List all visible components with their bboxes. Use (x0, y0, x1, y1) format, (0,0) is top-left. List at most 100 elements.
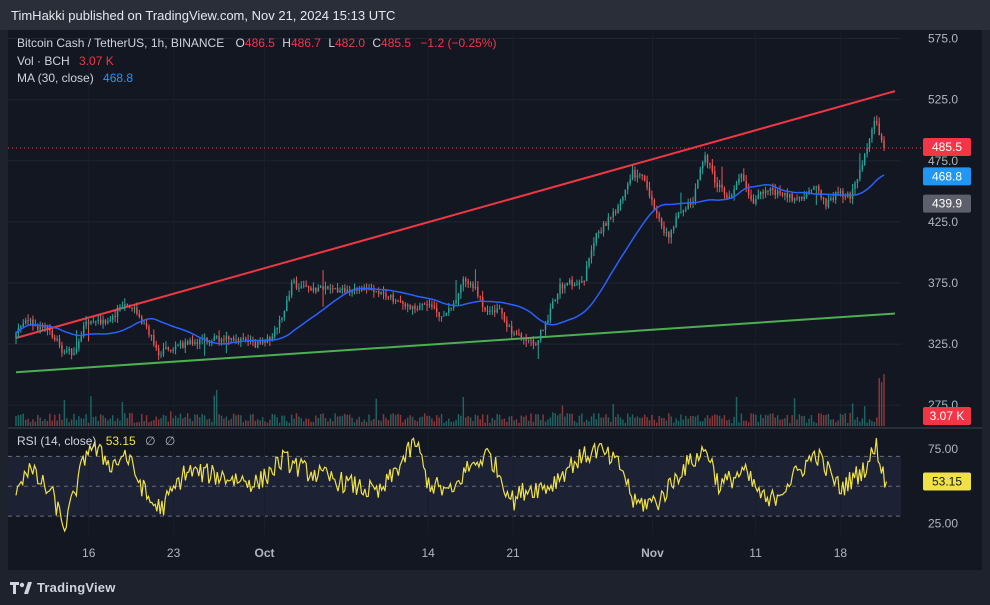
volume-bar (844, 413, 847, 426)
volume-bar (322, 413, 324, 426)
volume-bar (419, 417, 421, 426)
volume-bar (249, 414, 252, 426)
candle-body (254, 341, 257, 348)
volume-bar (484, 422, 486, 426)
candle-body (111, 315, 114, 320)
volume-bar (271, 414, 274, 426)
volume-bar (73, 413, 75, 426)
candle-body (29, 319, 32, 321)
candle-body (873, 121, 876, 129)
volume-bar (455, 420, 457, 426)
time-tick-label: 23 (167, 546, 181, 560)
volume-bar (409, 415, 411, 426)
candle-body (641, 174, 643, 176)
candle-body (196, 342, 199, 345)
candle-body (435, 307, 438, 313)
volume-bar (474, 414, 477, 426)
volume-bar (755, 414, 757, 426)
candle-body (665, 231, 668, 233)
high-label: H (282, 36, 291, 50)
candle-body (871, 128, 873, 139)
open-label: O (236, 36, 245, 50)
candle-body (597, 231, 600, 234)
candle-body (162, 348, 165, 355)
candle-body (851, 188, 854, 200)
candle-body (44, 326, 46, 329)
candle-body (457, 293, 460, 300)
candle-body (733, 189, 735, 195)
tradingview-logo[interactable]: TradingView (10, 580, 116, 595)
candle-body (520, 333, 523, 339)
volume-bar (124, 413, 126, 426)
volume-bar (510, 415, 513, 426)
volume-bar (539, 419, 542, 426)
volume-bar (617, 414, 619, 426)
candle-body (211, 340, 213, 342)
candle-body (49, 329, 51, 331)
volume-bar (109, 418, 112, 426)
volume-tag-bg (923, 407, 971, 425)
candle-body (755, 198, 757, 204)
candle-body (486, 310, 489, 313)
volume-bar (247, 420, 249, 426)
candle-body (298, 287, 300, 289)
volume-bar (303, 421, 305, 426)
volume-bar (571, 413, 573, 426)
volume-bar (656, 422, 658, 426)
candle-body (469, 283, 472, 285)
current-price-tag: 485.5 (923, 137, 971, 156)
volume-bar (377, 420, 380, 426)
volume-bar (648, 420, 651, 426)
candle-body (85, 321, 87, 326)
volume-bar (472, 421, 474, 426)
volume-bar (99, 414, 102, 426)
candle-body (329, 288, 332, 290)
candle-body (322, 286, 324, 290)
candle-body (336, 288, 339, 293)
volume-bar (165, 415, 167, 426)
volume-bar (735, 396, 738, 426)
chart-panel[interactable]: 575.0 525.0 475.0 425.0 375.0 325.0 275.0 16 23 O… (8, 30, 982, 570)
candle-body (479, 295, 481, 297)
candle-body (339, 290, 341, 293)
volume-bar (634, 417, 636, 426)
candle-body (230, 338, 232, 340)
volume-bar (699, 421, 701, 426)
time-tick-label: 18 (834, 546, 848, 560)
volume-bar (481, 414, 484, 426)
volume-bar (375, 398, 377, 426)
rsi-settings-icon[interactable]: ∅ (165, 434, 175, 448)
candle-body (242, 338, 245, 340)
candle-body (728, 196, 731, 199)
volume-bar (310, 421, 312, 426)
candle-body (351, 291, 353, 293)
candle-body (293, 280, 295, 283)
volume-bar (866, 422, 868, 426)
candle-body (634, 169, 636, 178)
candle-body (467, 281, 469, 284)
volume-bar (116, 418, 119, 426)
candle-body (109, 319, 112, 322)
rsi-visibility-icon[interactable]: ∅ (145, 434, 155, 448)
rsi-value-tag-bg (923, 472, 971, 491)
volume-bar (445, 421, 448, 426)
candle-body (568, 280, 571, 283)
volume-bar (457, 414, 460, 426)
time-tick-label: 21 (506, 546, 520, 560)
volume-bar (832, 419, 834, 426)
candle-body (39, 326, 41, 330)
candle-body (104, 319, 107, 324)
candle-body (70, 348, 73, 355)
candle-body (677, 212, 680, 217)
volume-bar (131, 413, 133, 426)
candle-body (542, 330, 544, 332)
candle-body (481, 296, 484, 308)
volume-bar (319, 414, 322, 426)
candle-body (102, 319, 104, 324)
candle-body (315, 287, 317, 292)
volume-bar (462, 397, 465, 426)
volume-legend: Vol · BCH 3.07 K (17, 54, 114, 68)
close-value: 485.5 (381, 36, 411, 50)
